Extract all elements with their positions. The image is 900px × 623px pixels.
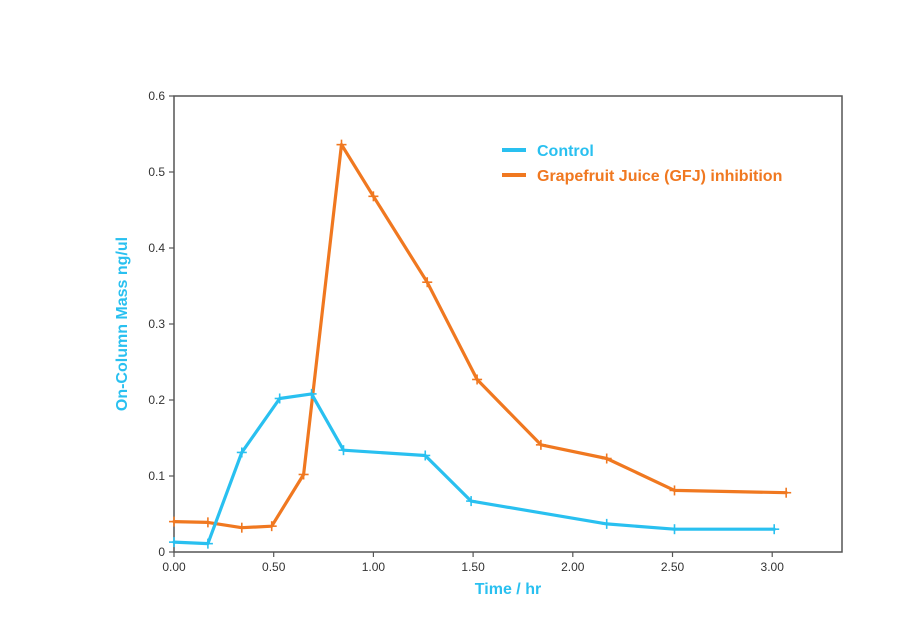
y-tick-label: 0: [158, 545, 165, 559]
data-point: [601, 453, 612, 464]
data-point: [236, 522, 247, 533]
x-tick-label: 1.50: [461, 560, 485, 574]
data-point: [236, 447, 247, 458]
data-point: [368, 191, 379, 202]
y-axis-ticks: 0 0.1 0.2 0.3 0.4 0.5 0.6: [148, 89, 174, 559]
x-tick-label: 3.00: [761, 560, 785, 574]
data-point: [306, 388, 317, 399]
series-line-0: [172, 392, 776, 546]
y-tick-label: 0.2: [148, 393, 165, 407]
data-point: [781, 487, 792, 498]
x-tick-label: 0.50: [262, 560, 286, 574]
x-tick-label: 0.00: [162, 560, 186, 574]
axes: [173, 95, 843, 553]
data-point: [298, 469, 309, 480]
y-axis-title: On-Column Mass ng/ul: [114, 237, 131, 411]
data-point: [472, 374, 483, 385]
y-tick-label: 0.6: [148, 89, 165, 103]
data-point: [336, 139, 347, 150]
x-axis-title: Time / hr: [475, 581, 541, 598]
legend-label: Control: [537, 143, 594, 160]
data-point: [202, 517, 213, 528]
data-point: [169, 537, 179, 548]
series-line-1: [172, 143, 788, 530]
legend-label: Grapefruit Juice (GFJ) inhibition: [537, 168, 782, 185]
x-tick-label: 1.00: [362, 560, 386, 574]
data-point: [601, 518, 612, 529]
data-point: [422, 277, 433, 288]
x-tick-label: 2.00: [561, 560, 585, 574]
data-point: [769, 524, 780, 535]
data-point: [669, 524, 680, 535]
data-point: [169, 516, 179, 527]
y-tick-label: 0.4: [148, 241, 165, 255]
data-point: [338, 445, 349, 456]
data-point: [274, 393, 285, 404]
data-point: [535, 439, 546, 450]
legend: Control Grapefruit Juice (GFJ) inhibition: [502, 143, 782, 185]
data-point: [669, 485, 680, 496]
y-tick-label: 0.5: [148, 165, 165, 179]
data-point: [266, 521, 277, 532]
series-lines: [169, 139, 792, 549]
x-tick-label: 2.50: [661, 560, 685, 574]
data-point: [466, 496, 477, 507]
data-point: [202, 538, 213, 549]
x-axis-ticks: 0.00 0.50 1.00 1.50 2.00 2.50 3.00: [162, 552, 784, 574]
y-tick-label: 0.1: [148, 469, 165, 483]
plot-frame: [173, 95, 843, 553]
y-tick-label: 0.3: [148, 317, 165, 331]
data-point: [420, 450, 431, 461]
